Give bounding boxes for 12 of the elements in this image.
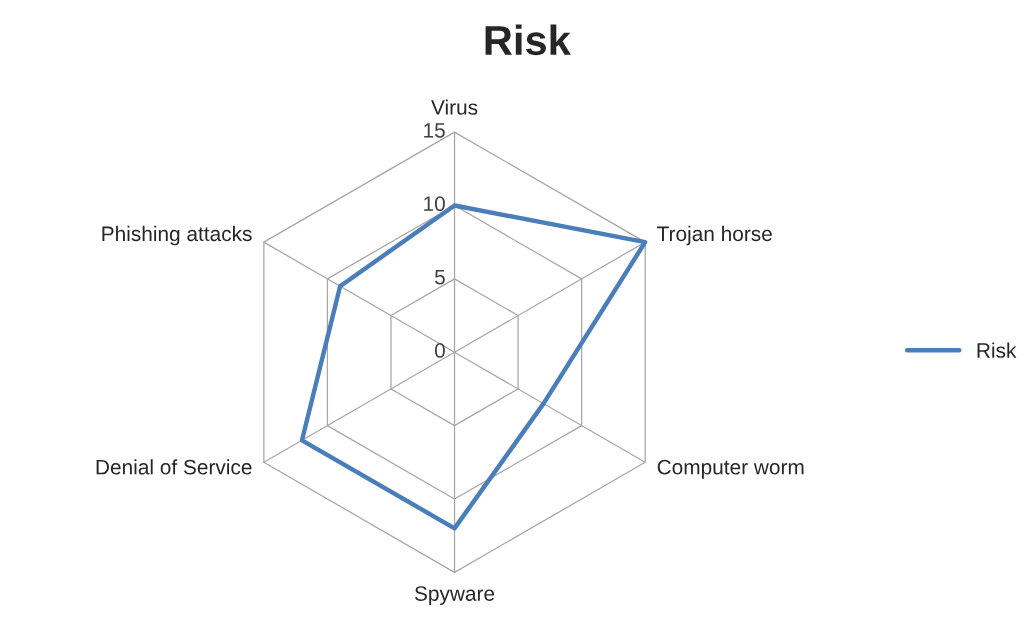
spoke-label: Computer worm bbox=[657, 459, 804, 479]
spoke-label: Phishing attacks bbox=[102, 225, 252, 246]
y-tick-label: 0 bbox=[434, 343, 445, 358]
y-tick-label: 10 bbox=[424, 196, 445, 212]
y-tick-label: 5 bbox=[434, 269, 445, 285]
legend-label: Risk bbox=[977, 342, 1017, 358]
chart-title: Risk bbox=[485, 24, 571, 56]
spoke-label: Trojan horse bbox=[657, 225, 772, 246]
y-tick-label: 15 bbox=[424, 123, 445, 138]
spoke-label: Spyware bbox=[414, 586, 495, 606]
spoke-label: Denial of Service bbox=[96, 459, 252, 475]
spoke-label: Virus bbox=[431, 99, 478, 115]
